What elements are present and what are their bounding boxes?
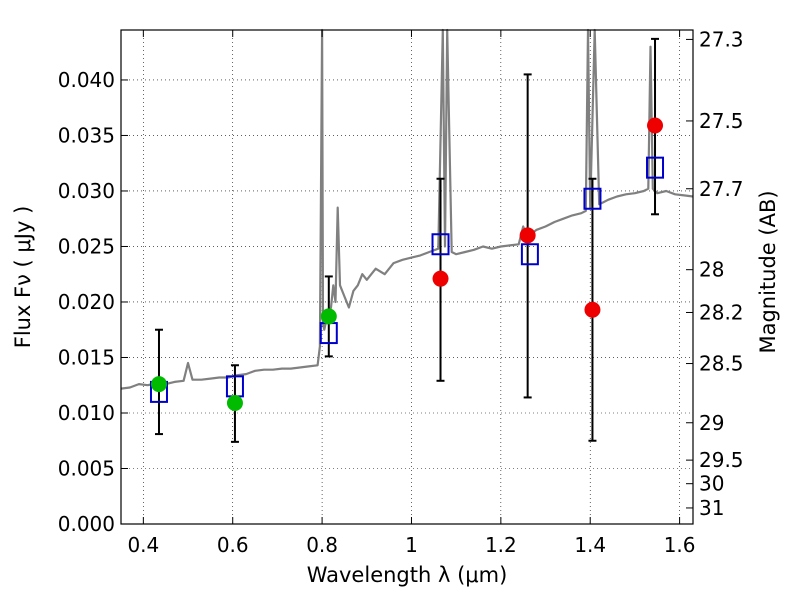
green-point xyxy=(226,394,243,411)
y-tick-label: 0.030 xyxy=(58,179,115,203)
green-point xyxy=(320,308,337,325)
x-tick-label: 1.2 xyxy=(485,533,517,557)
green-point xyxy=(150,376,167,393)
y-axis-label: Flux Fν ( μJy ) xyxy=(11,206,35,349)
spectrum-layer xyxy=(120,28,694,390)
y2-tick-label: 28 xyxy=(699,258,724,282)
plot-frame xyxy=(120,29,694,525)
y2-tick-label: 30 xyxy=(699,472,724,496)
plot-area xyxy=(121,30,693,524)
y-tick-label: 0.005 xyxy=(58,456,115,480)
red-point xyxy=(519,227,536,244)
red-point xyxy=(432,270,449,287)
spectrum-line xyxy=(120,28,694,390)
y2-axis-label: Magnitude (AB) xyxy=(756,190,780,353)
x-axis-label: Wavelength λ (μm) xyxy=(307,563,508,587)
model-square xyxy=(583,187,602,210)
x-tick-label: 1.4 xyxy=(574,533,606,557)
x-tick-label: 1 xyxy=(405,533,418,557)
marker-layer xyxy=(149,117,665,411)
y2-tick-label: 31 xyxy=(699,496,724,520)
ticks xyxy=(121,30,693,525)
y-tick-label: 0.035 xyxy=(58,123,115,147)
model-square xyxy=(646,156,665,179)
y-tick-label: 0.020 xyxy=(58,290,115,314)
y-tick-label: 0.000 xyxy=(58,512,115,536)
y2-tick-label: 27.7 xyxy=(699,177,744,201)
y-tick-label: 0.025 xyxy=(58,234,115,258)
y-tick-label: 0.040 xyxy=(58,68,115,92)
x-tick-label: 0.8 xyxy=(306,533,338,557)
y2-tick-label: 29 xyxy=(699,411,724,435)
y-tick-labels: 0.000 0.005 0.010 0.015 0.020 0.025 0.030 0.035… xyxy=(58,68,115,536)
model-square xyxy=(431,233,450,256)
y2-tick-label: 27.5 xyxy=(699,109,744,133)
y-tick-label: 0.015 xyxy=(58,345,115,369)
y-tick-label: 0.010 xyxy=(58,401,115,425)
y2-tick-label: 27.3 xyxy=(699,27,744,51)
y2-tick-label: 28.2 xyxy=(699,300,744,324)
y2-tick-label: 29.5 xyxy=(699,448,744,472)
x-tick-labels: 0.4 0.6 0.8 1 1.2 1.4 1.6 xyxy=(127,533,695,557)
red-point xyxy=(647,117,664,134)
y2-tick-label: 28.5 xyxy=(699,352,744,376)
red-point xyxy=(584,301,601,318)
x-tick-label: 1.6 xyxy=(664,533,696,557)
x-tick-label: 0.6 xyxy=(217,533,249,557)
model-square xyxy=(520,243,539,266)
x-tick-label: 0.4 xyxy=(127,533,159,557)
